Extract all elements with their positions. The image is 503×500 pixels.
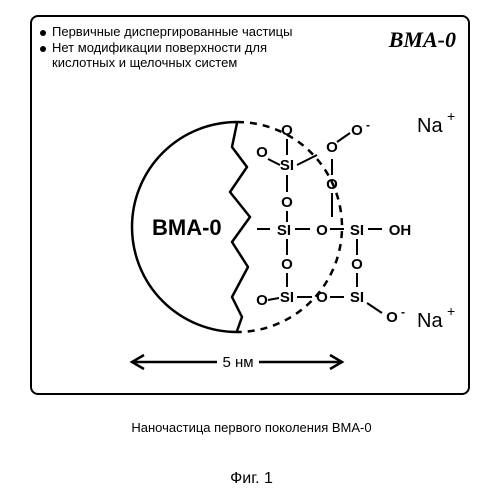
atom-O: O xyxy=(326,176,338,193)
chemistry-network: O SI O O - O SI O SI OH xyxy=(256,118,411,326)
atom-Si: SI xyxy=(277,222,291,239)
figure-number: Фиг. 1 xyxy=(0,470,503,488)
atom-Om: O xyxy=(386,309,398,326)
particle-diagram: BMA-0 O SI O O - O SI O xyxy=(32,17,468,393)
particle-label: BMA-0 xyxy=(152,215,222,240)
atom-Si: SI xyxy=(280,289,294,306)
minus-sup: - xyxy=(366,118,370,132)
minus-sup: - xyxy=(401,305,405,319)
scale-bar: 5 нм xyxy=(132,351,342,371)
atom-OH: OH xyxy=(389,222,412,239)
figure-caption: Наночастица первого поколения BMA-0 xyxy=(0,420,503,435)
atom-O: O xyxy=(281,194,293,211)
atom-O: O xyxy=(281,256,293,273)
plus-sup: + xyxy=(447,108,455,124)
page: Первичные диспергированные частицы Нет м… xyxy=(0,0,503,500)
sodium-ions: Na + Na + xyxy=(417,108,455,332)
atom-Si: SI xyxy=(280,157,294,174)
scale-label: 5 нм xyxy=(222,354,253,371)
atom-O: O xyxy=(351,256,363,273)
atom-O: O xyxy=(256,144,268,161)
atom-O: O xyxy=(316,289,328,306)
diagram-frame: Первичные диспергированные частицы Нет м… xyxy=(30,15,470,395)
atom-O: O xyxy=(326,139,338,156)
na-ion-2: Na xyxy=(417,310,443,332)
atom-O: O xyxy=(316,222,328,239)
atom-Si: SI xyxy=(350,289,364,306)
atom-O: O xyxy=(281,122,293,139)
atom-Si: SI xyxy=(350,222,364,239)
plus-sup: + xyxy=(447,303,455,319)
atom-Om: O xyxy=(351,122,363,139)
atom-O: O xyxy=(256,292,268,309)
na-ion-1: Na xyxy=(417,115,443,137)
